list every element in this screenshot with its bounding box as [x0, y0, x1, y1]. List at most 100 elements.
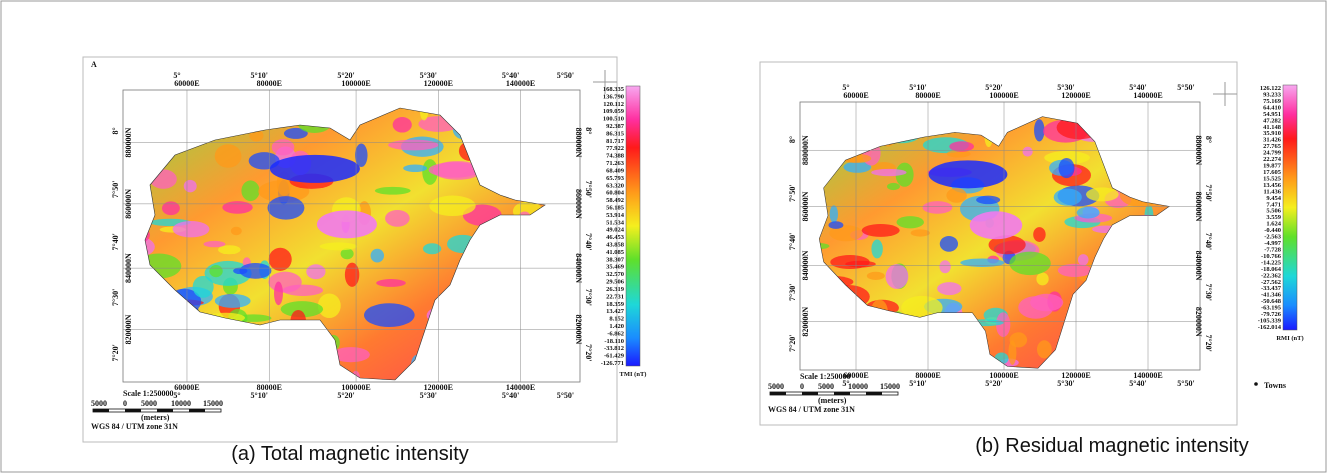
easting-label: 80000E [915, 91, 940, 100]
anomaly-patch [233, 267, 248, 275]
colorbar-label: 38.307 [606, 256, 625, 263]
colorbar-label: 64.410 [1263, 104, 1281, 111]
colorbar-label: -63.195 [1261, 305, 1282, 312]
northing-label: 840000N [1194, 251, 1203, 281]
colorbar-label: 46.453 [606, 234, 625, 241]
colorbar-label: 75.169 [1263, 98, 1282, 105]
anomaly-patch [960, 258, 1005, 267]
colorbar-label: -7.728 [1264, 246, 1282, 253]
anomaly-patch [1022, 146, 1033, 157]
map-outline [818, 116, 1170, 369]
easting-label: 140000E [506, 383, 535, 392]
anomaly-patch [230, 226, 242, 236]
northing-label: 860000N [801, 191, 810, 221]
longitude-label: 5°50' [1177, 379, 1194, 388]
anomaly-patch [1057, 263, 1092, 277]
latitude-label: 7°30' [788, 284, 797, 301]
anomaly-patch [317, 293, 341, 319]
scale-bar-seg [770, 392, 786, 395]
colorbar-label: -126.771 [601, 360, 624, 367]
anomaly-patch [1036, 272, 1049, 286]
colorbar-label: 31.426 [1263, 137, 1282, 144]
anomaly-patch [241, 180, 260, 202]
latitude-label: 7°30' [111, 289, 120, 306]
colorbar-label: 15.525 [1263, 175, 1282, 182]
anomaly-patch [871, 239, 883, 259]
colorbar-label: 5.506 [1266, 208, 1281, 215]
anomaly-patch [1036, 340, 1052, 359]
colorbar-label: -2.563 [1264, 234, 1282, 241]
anomaly-patch [192, 275, 214, 298]
longitude-label: 5°20' [337, 71, 354, 80]
colorbar-label: 7.471 [1266, 201, 1281, 208]
colorbar-label: 51.534 [606, 219, 625, 226]
latitude-label: 7°50' [1204, 184, 1213, 201]
longitude-label: 5°30' [420, 71, 437, 80]
northing-label: 820000N [1194, 307, 1203, 337]
colorbar-label: 27.765 [1263, 143, 1282, 150]
colorbar-label: -50.648 [1261, 298, 1282, 305]
anomaly-patch [1076, 206, 1100, 219]
anomaly-patch [172, 221, 210, 238]
anomaly-patch [910, 229, 930, 237]
colorbar-unit: RMI (nT) [1276, 335, 1303, 342]
scale-unit: (meters) [141, 413, 170, 422]
anomaly-patch [828, 221, 844, 229]
anomaly-patch [403, 164, 428, 173]
colorbar-label: 13.427 [606, 308, 625, 315]
anomaly-patch [183, 179, 197, 193]
anomaly-patch [1053, 188, 1082, 206]
northing-label: 860000N [574, 189, 583, 219]
easting-label: 120000E [424, 383, 453, 392]
anomaly-patch [374, 186, 411, 195]
colorbar [1282, 84, 1298, 331]
caption: (b) Residual magnetic intensity [975, 435, 1248, 457]
northing-label: 880000N [1194, 135, 1203, 165]
northing-label: 840000N [124, 253, 133, 283]
high-anomaly [316, 210, 377, 239]
colorbar-label: 92.387 [606, 123, 625, 130]
anomaly-patch [885, 264, 909, 289]
colorbar-label: 1.420 [609, 323, 624, 330]
anomaly-patch [939, 235, 959, 252]
easting-label: 120000E [1061, 91, 1090, 100]
scale-bar-seg [802, 392, 818, 395]
colorbar-label: 53.914 [606, 212, 625, 219]
colorbar-label: -33.437 [1261, 285, 1282, 292]
scale-tick: 5000 [91, 399, 107, 408]
latitude-label: 8° [788, 136, 797, 143]
colorbar-label: 60.804 [606, 190, 625, 197]
anomaly-patch [866, 271, 885, 280]
caption: (a) Total magnetic intensity [231, 443, 469, 465]
anomaly-patch [218, 245, 241, 255]
anomaly-patch [267, 196, 305, 220]
anomaly-patch [388, 139, 439, 151]
anomaly-patch [306, 264, 326, 280]
anomaly-patch [239, 262, 272, 279]
easting-label: 140000E [1133, 91, 1162, 100]
colorbar-label: 74.388 [606, 153, 625, 160]
colorbar-label: -162.014 [1258, 324, 1282, 331]
longitude-label: 5° [173, 71, 180, 80]
colorbar-label: 22.731 [606, 293, 624, 300]
longitude-label: 5°10' [251, 71, 268, 80]
anomaly-patch [319, 242, 358, 251]
colorbar-label: 43.858 [606, 242, 625, 249]
anomaly-patch [1077, 254, 1089, 266]
northing-label: 820000N [574, 315, 583, 345]
colorbar-label: 77.922 [606, 145, 624, 152]
easting-label: 60000E [843, 371, 868, 380]
colorbar-label: -61.429 [604, 353, 625, 360]
anomaly-patch [422, 243, 442, 255]
northing-label: 840000N [574, 253, 583, 283]
colorbar-label: 22.274 [1263, 156, 1282, 163]
anomaly-patch [829, 225, 863, 242]
legend-text: Towns [1264, 381, 1286, 390]
colorbar-label: -10.766 [1261, 253, 1282, 260]
colorbar-label: -6.862 [607, 330, 624, 337]
anomaly-patch [1008, 340, 1017, 365]
latitude-label: 7°50' [111, 181, 120, 198]
anomaly-patch [976, 195, 1001, 205]
anomaly-patch [429, 195, 476, 217]
